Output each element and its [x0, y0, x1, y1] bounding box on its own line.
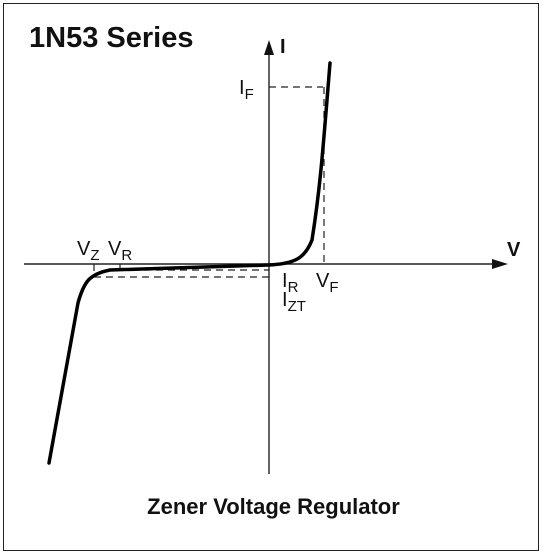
- vr-label: VR: [108, 238, 132, 264]
- x-axis-label: V: [507, 239, 521, 261]
- iv-curve: [47, 61, 332, 465]
- vf-label: VF: [316, 270, 339, 296]
- ir-label: IR: [282, 270, 299, 296]
- figure-title: 1N53 Series: [29, 22, 194, 54]
- vz-label: VZ: [77, 238, 100, 264]
- figure-caption: Zener Voltage Regulator: [147, 494, 400, 519]
- izt-label: IZT: [282, 289, 306, 315]
- y-axis-label: I: [280, 36, 286, 58]
- y-axis-arrow-icon: [264, 40, 274, 55]
- x-axis-arrow-icon: [492, 259, 508, 269]
- if-label: IF: [239, 77, 254, 103]
